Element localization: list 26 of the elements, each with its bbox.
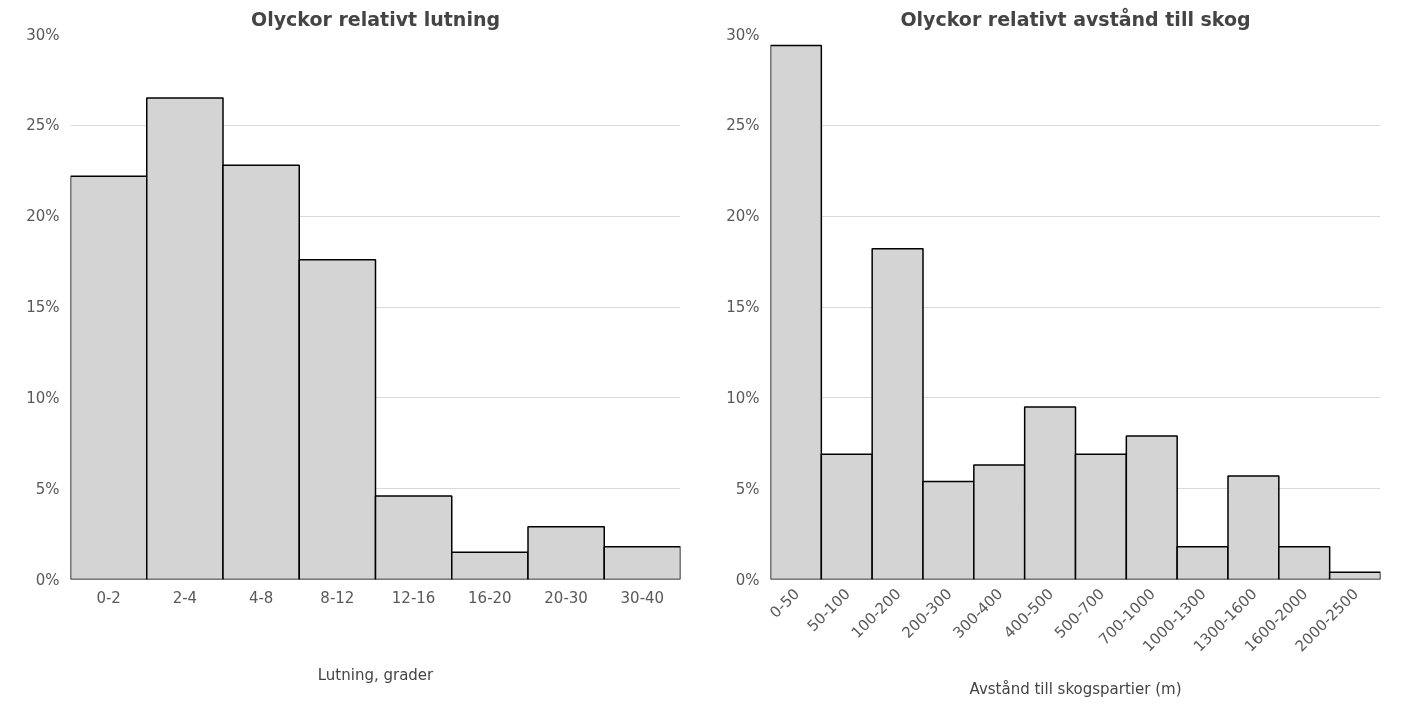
x-tick-label: 16-20 (468, 588, 512, 607)
y-tick-label: 10% (726, 388, 760, 407)
x-axis-title: Lutning, grader (317, 665, 435, 684)
y-tick-label: 25% (26, 116, 60, 135)
x-tick-label: 4-8 (248, 588, 274, 607)
x-tick-label: 12-16 (391, 588, 436, 607)
y-tick-label: 0% (735, 570, 760, 589)
y-tick-label: 10% (26, 388, 60, 407)
y-tick-label: 30% (726, 25, 760, 44)
y-tick-label: 30% (26, 25, 60, 44)
y-tick-label: 5% (35, 479, 60, 498)
y-tick-label: 20% (26, 207, 60, 226)
x-tick-label: 2-4 (172, 588, 198, 607)
x-tick-label: 20-30 (544, 588, 588, 607)
x-tick-label: 8-12 (320, 588, 355, 607)
chart-title: Olyckor relativt lutning (250, 7, 501, 30)
x-axis-title: Avstånd till skogspartier (m) (969, 679, 1182, 698)
chart-title: Olyckor relativt avstånd till skog (900, 6, 1251, 30)
y-tick-label: 15% (726, 298, 760, 316)
y-tick-label: 5% (735, 479, 760, 498)
x-tick-label: 0-2 (96, 588, 121, 607)
y-tick-label: 15% (26, 298, 60, 316)
x-tick-label: 30-40 (620, 588, 665, 607)
y-tick-label: 0% (35, 570, 60, 589)
y-tick-label: 20% (726, 207, 760, 226)
y-tick-label: 25% (726, 116, 760, 135)
